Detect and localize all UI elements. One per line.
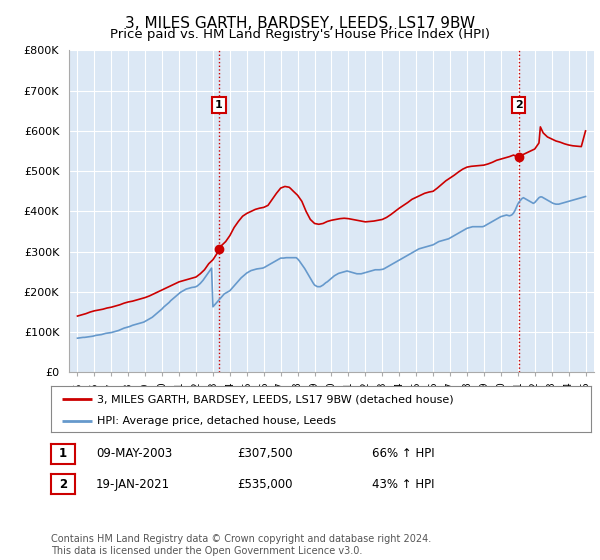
Text: 3, MILES GARTH, BARDSEY, LEEDS, LS17 9BW: 3, MILES GARTH, BARDSEY, LEEDS, LS17 9BW bbox=[125, 16, 475, 31]
Text: £535,000: £535,000 bbox=[237, 478, 293, 491]
Text: 1: 1 bbox=[59, 447, 67, 460]
Text: 3, MILES GARTH, BARDSEY, LEEDS, LS17 9BW (detached house): 3, MILES GARTH, BARDSEY, LEEDS, LS17 9BW… bbox=[97, 394, 454, 404]
Text: 2: 2 bbox=[59, 478, 67, 491]
Text: 19-JAN-2021: 19-JAN-2021 bbox=[96, 478, 170, 491]
Text: £307,500: £307,500 bbox=[237, 447, 293, 460]
Text: 09-MAY-2003: 09-MAY-2003 bbox=[96, 447, 172, 460]
Text: 43% ↑ HPI: 43% ↑ HPI bbox=[372, 478, 434, 491]
Text: 1: 1 bbox=[215, 100, 223, 110]
Text: Price paid vs. HM Land Registry's House Price Index (HPI): Price paid vs. HM Land Registry's House … bbox=[110, 28, 490, 41]
Text: HPI: Average price, detached house, Leeds: HPI: Average price, detached house, Leed… bbox=[97, 416, 336, 426]
Text: 2: 2 bbox=[515, 100, 523, 110]
Text: 66% ↑ HPI: 66% ↑ HPI bbox=[372, 447, 434, 460]
Text: Contains HM Land Registry data © Crown copyright and database right 2024.
This d: Contains HM Land Registry data © Crown c… bbox=[51, 534, 431, 556]
